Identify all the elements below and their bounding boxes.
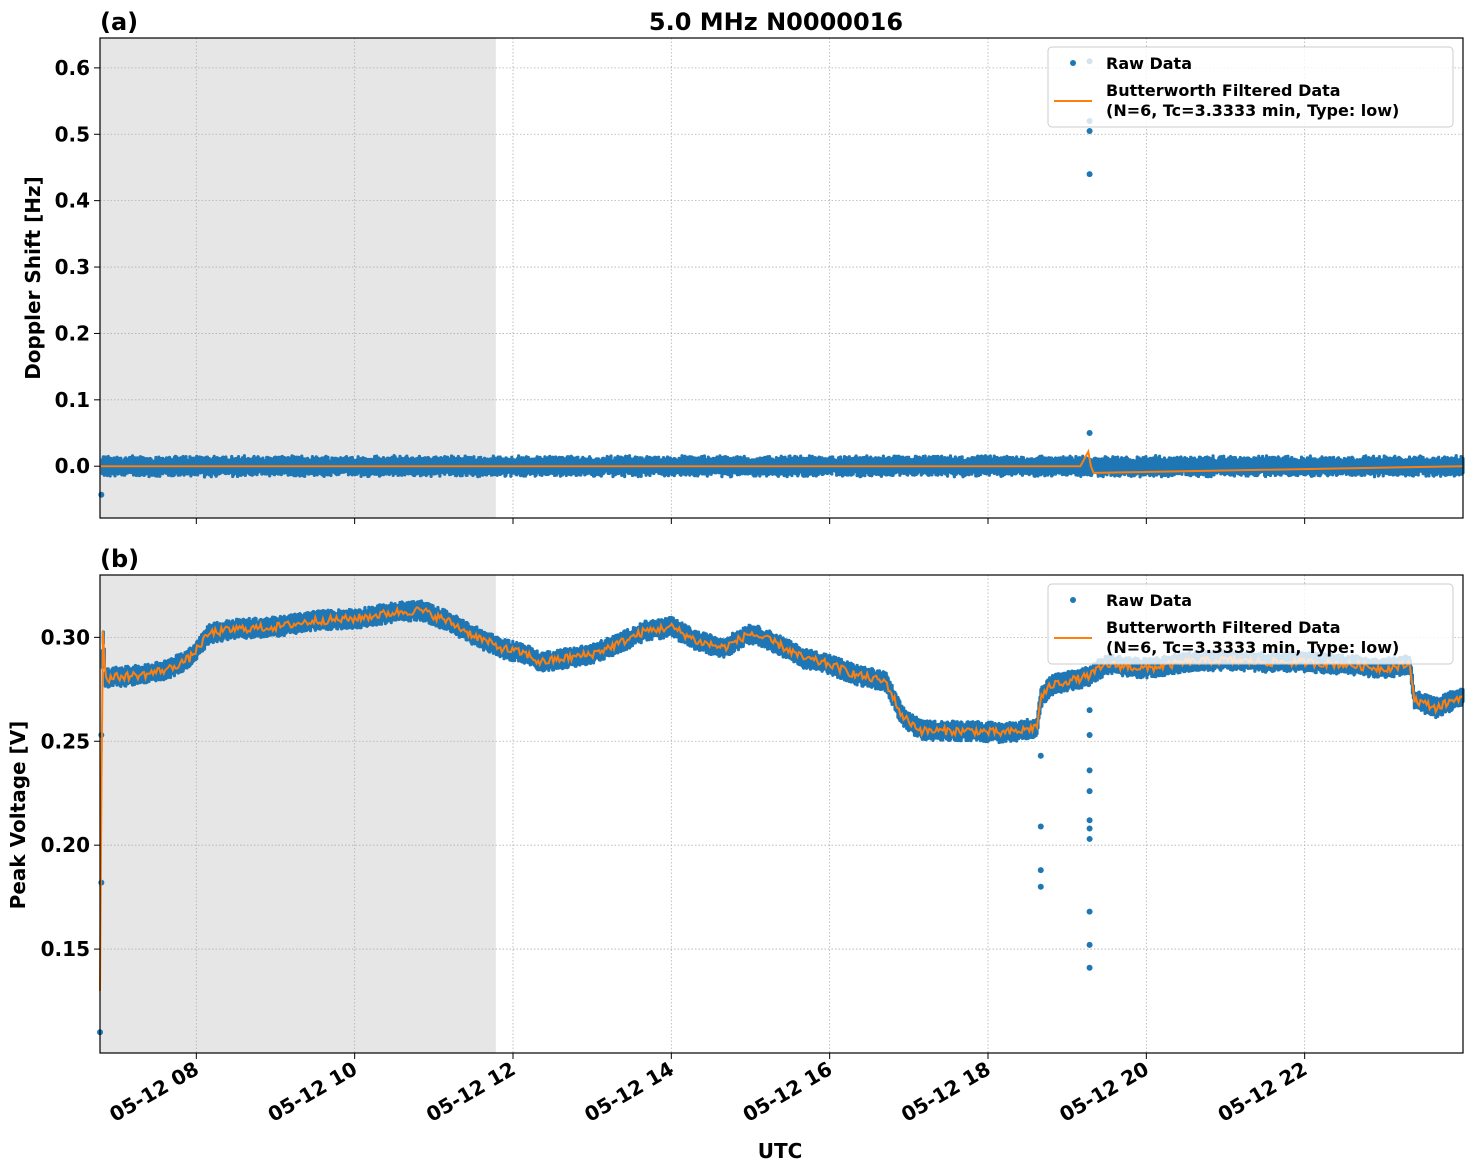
raw-data-point (1086, 941, 1093, 948)
x-tick-label: 05-12 14 (580, 1057, 678, 1127)
panel-a-y-ticks: 0.0 0.1 0.2 0.3 0.4 0.5 0.6 (55, 56, 100, 478)
raw-data-point (1037, 867, 1044, 874)
raw-data-point (1086, 908, 1093, 915)
panel-b-legend: Raw Data Butterworth Filtered Data (N=6,… (1047, 583, 1454, 665)
legend-raw-marker (1070, 60, 1076, 66)
x-tick-label: 05-12 10 (264, 1057, 362, 1127)
raw-data-point (1037, 883, 1044, 890)
legend-raw-marker (1070, 597, 1076, 603)
panel-a-ylabel: Doppler Shift [Hz] (21, 176, 45, 380)
panel-b-y-ticks: 0.15 0.20 0.25 0.30 (41, 625, 100, 961)
raw-data-point (1086, 964, 1093, 971)
y-tick-label: 0.15 (41, 937, 90, 961)
legend-filtered-label-2: (N=6, Tc=3.3333 min, Type: low) (1106, 638, 1399, 657)
raw-data-point (1037, 752, 1044, 759)
panel-a-grid (100, 38, 1463, 518)
raw-data-point (1086, 430, 1093, 437)
x-tick-label: 05-12 12 (422, 1057, 520, 1127)
y-tick-label: 0.20 (41, 833, 90, 857)
y-tick-label: 0.30 (41, 625, 90, 649)
raw-data-point (1037, 823, 1044, 830)
panel-a-x-ticks (195, 518, 1306, 524)
y-tick-label: 0.6 (55, 56, 90, 80)
legend-raw-label: Raw Data (1106, 591, 1192, 610)
raw-data-point (1086, 732, 1093, 739)
panel-b-ylabel: Peak Voltage [V] (6, 721, 30, 910)
panel-b: (b) 0.150.200.250.30 05-12 08 05-12 10 05-… (6, 545, 1465, 1127)
x-tick-label: 05-12 08 (105, 1057, 203, 1127)
raw-data-point (1086, 707, 1093, 714)
x-tick-label: 05-12 18 (897, 1057, 995, 1127)
y-tick-label: 0.0 (55, 454, 90, 478)
legend-raw-label: Raw Data (1106, 54, 1192, 73)
y-tick-label: 0.4 (55, 189, 90, 213)
y-tick-label: 0.3 (55, 255, 90, 279)
panel-b-grid (100, 575, 1463, 1053)
legend-box (1047, 46, 1454, 128)
raw-data-point (1086, 825, 1093, 832)
raw-data-point (1086, 767, 1093, 774)
raw-data-point (1086, 788, 1093, 795)
panel-a-legend: Raw Data Butterworth Filtered Data (N=6,… (1047, 46, 1454, 128)
legend-box (1047, 583, 1454, 665)
y-tick-label: 0.1 (55, 388, 90, 412)
raw-data-point (98, 491, 105, 498)
panel-a-night-shade (100, 38, 496, 518)
panel-a-frame (99, 37, 1464, 519)
y-tick-label: 0.2 (55, 321, 90, 345)
x-axis-label: UTC (758, 1139, 803, 1163)
raw-data-point (1086, 127, 1093, 134)
panel-b-frame (99, 574, 1464, 1054)
panel-b-label: (b) (100, 545, 139, 573)
raw-data-point (1086, 817, 1093, 824)
panel-a: (a) 0.0 0.1 0.2 0.3 0.4 0.5 0.6 Doppler Shift … (21, 8, 1465, 524)
figure-title: 5.0 MHz N0000016 (649, 8, 903, 36)
legend-filtered-label-1: Butterworth Filtered Data (1106, 81, 1341, 100)
raw-data-point (1086, 171, 1093, 178)
legend-filtered-label-1: Butterworth Filtered Data (1106, 618, 1341, 637)
x-tick-label: 05-12 22 (1214, 1057, 1312, 1127)
y-tick-label: 0.5 (55, 122, 90, 146)
y-tick-label: 0.25 (41, 729, 90, 753)
panel-b-night-shade (100, 575, 496, 1053)
panel-a-label: (a) (100, 8, 138, 36)
x-tick-label: 05-12 16 (739, 1057, 837, 1127)
legend-filtered-label-2: (N=6, Tc=3.3333 min, Type: low) (1106, 101, 1399, 120)
x-tick-label: 05-12 20 (1055, 1057, 1153, 1127)
raw-data-point (1086, 835, 1093, 842)
panel-b-x-ticks: 05-12 08 05-12 10 05-12 12 05-12 14 05-12 16… (105, 1053, 1311, 1127)
panel-a-filtered-line (100, 448, 1464, 474)
